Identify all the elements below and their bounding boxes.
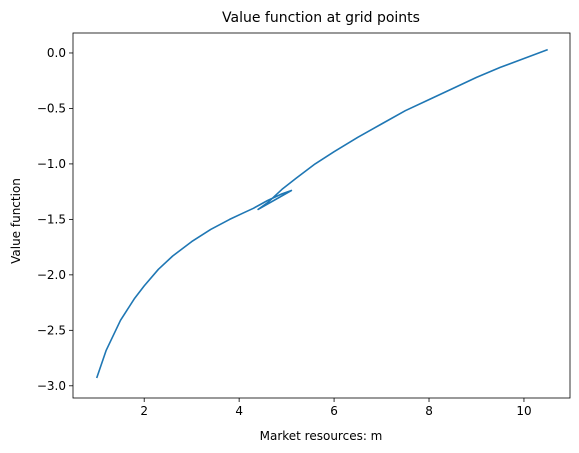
y-tick-label: −3.0	[37, 379, 66, 393]
y-axis: −3.0 −2.5 −2.0 −1.5 −1.0 −0.5 0.0	[37, 46, 73, 393]
chart-title: Value function at grid points	[222, 10, 420, 26]
x-tick-label: 10	[516, 404, 531, 418]
x-tick-label: 4	[235, 404, 243, 418]
y-tick-label: −1.5	[37, 212, 66, 226]
y-tick-label: 0.0	[47, 46, 66, 60]
x-axis: 2 4 6 8 10	[140, 398, 532, 418]
x-tick-label: 2	[140, 404, 148, 418]
series-layer	[95, 48, 548, 379]
y-tick-label: −2.0	[37, 268, 66, 282]
axes-frame	[72, 32, 571, 399]
x-tick-label: 8	[425, 404, 433, 418]
value-function-line	[95, 48, 548, 379]
x-tick-label: 6	[330, 404, 338, 418]
y-axis-label: Value function	[9, 178, 23, 264]
y-tick-label: −1.0	[37, 157, 66, 171]
y-tick-label: −2.5	[37, 323, 66, 337]
y-tick-label: −0.5	[37, 101, 66, 115]
x-axis-label: Market resources: m	[260, 429, 383, 443]
